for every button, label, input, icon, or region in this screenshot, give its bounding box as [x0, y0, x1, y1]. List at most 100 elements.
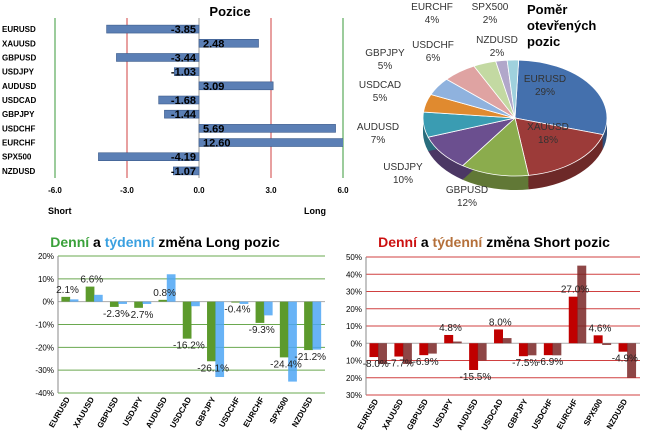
y-tick-label: 30%	[346, 288, 362, 297]
bar	[198, 81, 274, 91]
bar	[142, 301, 152, 304]
title-part: týdenní	[105, 234, 156, 250]
x-tick-label: EURCHF	[555, 397, 580, 430]
x-tick-label: NZDUSD	[605, 397, 630, 431]
x-tick-label: -6.0	[48, 186, 62, 195]
y-tick-label: -30%	[35, 366, 54, 375]
slice-label: XAUUSD	[527, 122, 569, 133]
x-tick-label: USDCHF	[530, 397, 555, 430]
pie-title: Poměr otevřených pozic	[527, 2, 597, 49]
value-label: -1.68	[171, 95, 196, 107]
bar	[198, 138, 343, 147]
value-label: -8.0%	[363, 359, 389, 370]
category-label: GBPUSD	[2, 53, 36, 62]
x-tick-label: XAUUSD	[380, 397, 405, 431]
title-part: změna Short pozic	[486, 234, 610, 250]
bar	[134, 301, 143, 308]
value-label: -1.03	[171, 67, 196, 79]
category-label: EURUSD	[2, 25, 36, 34]
bar	[263, 301, 273, 316]
x-tick-label: 3.0	[265, 186, 277, 195]
bar	[312, 301, 322, 350]
x-tick-label: AUDUSD	[144, 395, 169, 429]
title-part: Denní	[50, 234, 90, 250]
slice-label: EURCHF	[411, 2, 453, 13]
bar	[69, 299, 79, 302]
bar	[369, 343, 379, 358]
y-tick-label: -40%	[35, 389, 54, 398]
x-tick-label: USDCHF	[217, 395, 242, 428]
y-tick-label: -20%	[35, 343, 54, 352]
bar	[239, 301, 249, 304]
value-label: -7.5%	[512, 358, 538, 369]
value-label: -6.9%	[413, 357, 439, 368]
x-tick-label: 6.0	[337, 186, 349, 195]
bar	[93, 294, 103, 302]
bar	[173, 67, 200, 76]
bar	[394, 343, 404, 357]
x-tick-label: GBPUSD	[405, 397, 430, 431]
slice-value: 4%	[425, 15, 440, 26]
slice-label: NZDUSD	[476, 35, 518, 46]
slice-value: 2%	[490, 48, 505, 59]
bar	[279, 301, 289, 358]
bar	[378, 343, 387, 364]
bar	[109, 301, 119, 307]
x-tick-label: SPX500	[582, 397, 605, 427]
value-label: -7.7%	[388, 359, 414, 370]
category-label: GBPJPY	[2, 110, 35, 119]
value-label: 2.48	[203, 38, 224, 50]
y-tick-label: 10%	[346, 322, 362, 331]
bar	[577, 265, 587, 344]
x-tick-label: USDCAD	[480, 397, 505, 431]
slice-value: 29%	[535, 87, 555, 98]
bar	[618, 343, 628, 352]
slice-value: 7%	[371, 135, 386, 146]
category-label: EURCHF	[2, 139, 35, 148]
bar	[255, 301, 265, 323]
bar	[198, 39, 259, 48]
category-label: USDCAD	[2, 96, 36, 105]
bar	[304, 301, 313, 351]
value-label: -26.1%	[197, 363, 229, 374]
bar	[444, 334, 454, 344]
bar	[158, 95, 200, 105]
bar	[502, 338, 512, 344]
y-tick-label: 20%	[38, 252, 54, 261]
bar	[191, 301, 200, 307]
bar	[552, 343, 562, 356]
slice-label: EURUSD	[524, 74, 566, 85]
x-tick-label: 0.0	[193, 186, 205, 195]
slice-value: 18%	[538, 135, 558, 146]
bar	[494, 329, 503, 344]
bar	[427, 343, 437, 354]
bar	[627, 343, 637, 378]
bar	[469, 343, 479, 370]
slice	[514, 59, 608, 136]
value-label: -4.9%	[612, 354, 638, 365]
slice-value: 2%	[483, 15, 498, 26]
value-label: 4.6%	[589, 323, 612, 334]
category-label: USDCHF	[2, 124, 35, 133]
slice-label: AUDUSD	[357, 122, 399, 133]
bars	[98, 24, 343, 176]
bar	[477, 343, 487, 361]
category-label: SPX500	[2, 153, 32, 162]
x-tick-label: GBPJPY	[506, 397, 530, 430]
x-tick-label: USDCAD	[168, 395, 193, 429]
bar	[288, 301, 297, 382]
bar	[452, 341, 462, 344]
value-label: -1.07	[171, 166, 196, 178]
axis-label: Long	[304, 206, 326, 216]
slice-label: GBPUSD	[446, 185, 488, 196]
title-part: a	[421, 234, 429, 250]
x-tick-label: NZDUSD	[290, 395, 315, 429]
y-tick-label: 10%	[38, 275, 54, 284]
x-tick-label: EURUSD	[47, 395, 72, 429]
slice	[461, 117, 530, 177]
value-label: 5.69	[203, 123, 224, 135]
bar	[593, 335, 603, 344]
value-label: 2.1%	[56, 285, 79, 296]
bar	[166, 274, 176, 302]
